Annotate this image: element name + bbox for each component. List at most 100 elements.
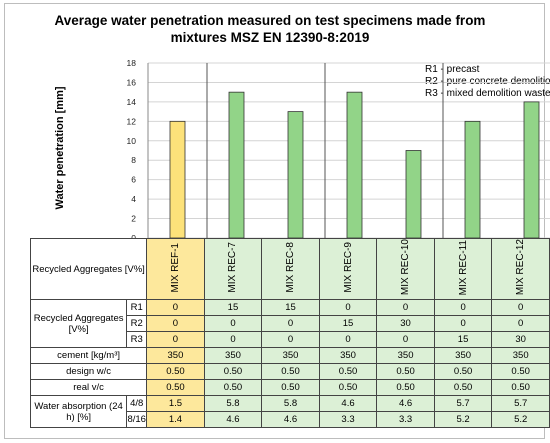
figure-frame bbox=[4, 3, 545, 439]
table-cell: 0.50 bbox=[261, 363, 320, 380]
y-tick-label: 16 bbox=[127, 77, 137, 87]
table-cell: 0.50 bbox=[433, 379, 493, 396]
table-cell: 4.6 bbox=[318, 395, 378, 412]
table-cell: 0.50 bbox=[376, 379, 435, 396]
table-cell: 0.50 bbox=[203, 363, 263, 380]
table-cell: 5.2 bbox=[433, 411, 493, 428]
table-cell: 0 bbox=[491, 299, 550, 316]
y-tick-label: 10 bbox=[127, 136, 137, 146]
table-cell: 0 bbox=[433, 315, 493, 332]
bar-mix-rec-8 bbox=[287, 111, 304, 239]
y-tick-label: 2 bbox=[131, 214, 136, 224]
table-cell: 0 bbox=[203, 331, 263, 348]
sub-label-8-16: 8/16 bbox=[126, 411, 148, 428]
table-cell: 0.50 bbox=[146, 363, 205, 380]
row-label-recycled-aggregates: Recycled Aggregates [V%] bbox=[29, 238, 148, 300]
table-cell: 5.2 bbox=[491, 411, 550, 428]
table-cell: 0.50 bbox=[318, 379, 378, 396]
table-cell: 350 bbox=[318, 347, 378, 364]
mix-name-cell: MIX REC-12 bbox=[491, 238, 550, 300]
bar-mix-rec-11 bbox=[464, 120, 481, 239]
table-cell: 0.50 bbox=[261, 379, 320, 396]
table-cell: 4.6 bbox=[203, 411, 263, 428]
table-cell: 0 bbox=[318, 331, 378, 348]
mix-name-cell: MIX REC-11 bbox=[433, 238, 493, 300]
table-cell: 30 bbox=[491, 331, 550, 348]
table-cell: 3.3 bbox=[318, 411, 378, 428]
row-label-water-absorption: Water absorption (24 h) [%] bbox=[29, 395, 128, 428]
legend-item-r2: R2 - pure concrete demolition bbox=[425, 76, 550, 87]
row-label-recycled-aggregates-v: Recycled Aggregates [V%] bbox=[29, 299, 128, 348]
sub-label-r1: R1 bbox=[126, 299, 148, 316]
table-cell: 1.5 bbox=[146, 395, 205, 412]
table-cell: 0 bbox=[376, 331, 435, 348]
table-cell: 4.6 bbox=[376, 395, 435, 412]
table-cell: 0 bbox=[146, 299, 205, 316]
table-cell: 350 bbox=[433, 347, 493, 364]
y-tick-label: 4 bbox=[131, 194, 136, 204]
table-row-r3: R3 0 0 0 0 0 15 30 bbox=[31, 331, 550, 348]
table-cell: 5.7 bbox=[433, 395, 493, 412]
y-tick-label: 12 bbox=[127, 116, 137, 126]
sub-label-r3: R3 bbox=[126, 331, 148, 348]
mix-name-cell: MIX REC-7 bbox=[203, 238, 263, 300]
table-cell: 0 bbox=[146, 331, 205, 348]
bar-mix-ref-1 bbox=[169, 120, 186, 239]
table-row-design-wc: design w/c 0.50 0.50 0.50 0.50 0.50 0.50… bbox=[29, 363, 550, 380]
table-cell: 15 bbox=[261, 299, 320, 316]
table-cell: 350 bbox=[376, 347, 435, 364]
bar-mix-rec-9 bbox=[346, 91, 363, 239]
y-tick-label: 14 bbox=[127, 97, 137, 107]
legend-item-r3: R3 - mixed demolition waste bbox=[425, 88, 550, 99]
table-cell: 1.4 bbox=[146, 411, 205, 428]
y-tick-label: 8 bbox=[131, 155, 136, 165]
y-tick-label: 18 bbox=[127, 58, 137, 68]
table-cell: 5.7 bbox=[491, 395, 550, 412]
table-cell: 0.50 bbox=[433, 363, 493, 380]
table-row-cement: cement [kg/m³] 350 350 350 350 350 350 3… bbox=[29, 347, 550, 364]
table-cell: 3.3 bbox=[376, 411, 435, 428]
table-cell: 0.50 bbox=[491, 379, 550, 396]
table-cell: 0 bbox=[261, 315, 320, 332]
table-cell: 350 bbox=[146, 347, 205, 364]
table-cell: 0 bbox=[376, 299, 435, 316]
table-cell: 0 bbox=[433, 299, 493, 316]
table-cell: 4.6 bbox=[261, 411, 320, 428]
table-cell: 0.50 bbox=[318, 363, 378, 380]
mix-name-cell: MIX REC-9 bbox=[318, 238, 378, 300]
table-row-wa-4-8: Water absorption (24 h) [%] 4/8 1.5 5.8 … bbox=[29, 395, 550, 428]
mix-name-cell: MIX REC-8 bbox=[261, 238, 320, 300]
table-cell: 350 bbox=[491, 347, 550, 364]
y-tick-label: 6 bbox=[131, 175, 136, 185]
bar-mix-rec-12 bbox=[523, 101, 540, 239]
table-cell: 0.50 bbox=[491, 363, 550, 380]
sub-label-r2: R2 bbox=[126, 315, 148, 332]
table-cell: 0 bbox=[146, 315, 205, 332]
table-cell: 5.8 bbox=[261, 395, 320, 412]
mix-data-table: Recycled Aggregates [V%] MIX REF-1 MIX R… bbox=[29, 238, 550, 428]
table-cell: 0.50 bbox=[203, 379, 263, 396]
table-row-real-vc: real v/c 0.50 0.50 0.50 0.50 0.50 0.50 0… bbox=[29, 379, 550, 396]
table-cell: 15 bbox=[433, 331, 493, 348]
table-cell: 0 bbox=[261, 331, 320, 348]
table-cell: 5.8 bbox=[203, 395, 263, 412]
table-cell: 0 bbox=[203, 315, 263, 332]
bar-mix-rec-10 bbox=[405, 150, 422, 239]
table-cell: 0 bbox=[491, 315, 550, 332]
chart-title-line-2: mixtures MSZ EN 12390-8:2019 bbox=[170, 30, 370, 45]
table-cell: 0.50 bbox=[376, 363, 435, 380]
table-row-r1: Recycled Aggregates [V%] R1 0 15 15 0 0 … bbox=[29, 299, 550, 348]
table-cell: 0.50 bbox=[146, 379, 205, 396]
table-row-r2: R2 0 0 0 15 30 0 0 bbox=[31, 315, 550, 332]
row-label-design-wc: design w/c bbox=[29, 363, 148, 380]
sub-label-4-8: 4/8 bbox=[126, 395, 148, 412]
row-label-real-vc: real v/c bbox=[29, 379, 148, 396]
table-cell: 350 bbox=[203, 347, 263, 364]
table-cell: 30 bbox=[376, 315, 435, 332]
table-cell: 350 bbox=[261, 347, 320, 364]
table-row-mix-names: Recycled Aggregates [V%] MIX REF-1 MIX R… bbox=[29, 238, 550, 300]
legend-item-r1: R1 - precast bbox=[425, 64, 480, 75]
mix-name-cell: MIX REC-10 bbox=[376, 238, 435, 300]
chart-title-line-1: Average water penetration measured on te… bbox=[54, 13, 486, 28]
